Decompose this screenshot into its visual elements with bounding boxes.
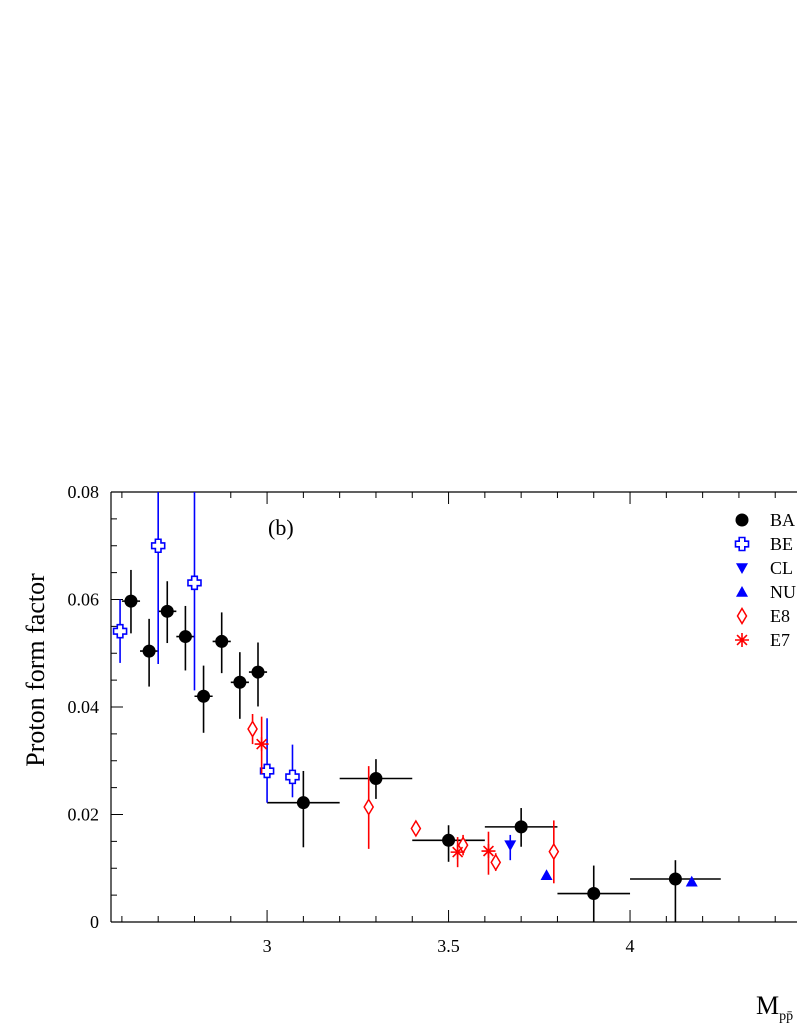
series-cl: [504, 834, 517, 861]
y-tick-label: 0.08: [68, 482, 100, 502]
y-axis-title: Proton form factor: [21, 573, 50, 767]
x-axis-title: Mpp̄: [756, 991, 793, 1024]
legend-label: BA: [770, 510, 795, 530]
data-point: [247, 720, 258, 738]
data-point: [587, 887, 601, 901]
axis-ticks: [111, 491, 776, 923]
legend-entry: BE: [734, 534, 793, 554]
data-point: [112, 623, 128, 639]
legend-marker: [735, 633, 749, 647]
data-point: [548, 842, 560, 861]
legend-label: CL: [770, 558, 793, 578]
data-point: [668, 872, 682, 886]
y-tick-label: 0.04: [68, 697, 100, 717]
panel-label: (b): [268, 515, 294, 540]
legend-marker: [736, 563, 748, 574]
series-ba: [121, 569, 721, 922]
legend: BA BE CL NU E8 E7: [734, 510, 796, 650]
data-point: [481, 844, 496, 859]
legend-label: NU: [770, 582, 796, 602]
data-point: [410, 819, 422, 838]
legend-entry: NU: [736, 582, 796, 602]
series-e7: [254, 716, 496, 875]
legend-entry: CL: [736, 558, 793, 578]
data-point: [142, 644, 156, 658]
data-point: [540, 869, 553, 881]
data-point: [150, 538, 166, 554]
data-point: [490, 853, 502, 872]
data-point: [514, 820, 528, 834]
y-tick-label: 0.06: [68, 590, 100, 610]
data-point: [504, 840, 517, 852]
series-e8: [247, 713, 560, 884]
plot-frame: [110, 491, 797, 923]
series-nu: [540, 869, 698, 887]
data-marks: [112, 492, 721, 922]
data-point: [254, 737, 269, 752]
legend-entry: E8: [736, 606, 790, 626]
legend-marker: [736, 586, 748, 597]
data-point: [285, 769, 300, 785]
axis-tick-labels: 3 3.5 4 0 0.02 0.04 0.06 0.08: [68, 482, 635, 956]
data-point: [363, 798, 375, 816]
data-point: [251, 665, 265, 679]
series-be: [112, 492, 300, 803]
data-point: [442, 833, 456, 847]
data-point: [296, 796, 310, 810]
legend-label: E7: [770, 630, 790, 650]
y-tick-label: 0: [90, 912, 99, 932]
data-point: [197, 689, 211, 703]
data-point: [160, 604, 174, 618]
legend-marker: [734, 536, 750, 552]
legend-marker: [735, 513, 749, 527]
data-point: [124, 594, 138, 608]
data-point: [259, 763, 275, 779]
data-point: [215, 634, 229, 648]
data-point: [685, 875, 698, 887]
y-tick-label: 0.02: [68, 805, 100, 825]
legend-entry: E7: [735, 630, 790, 650]
legend-label: E8: [770, 606, 790, 626]
data-point: [233, 675, 247, 689]
data-point: [187, 575, 202, 591]
data-point: [178, 630, 192, 644]
data-point: [369, 771, 383, 785]
x-tick-label: 4: [626, 936, 635, 956]
x-tick-label: 3: [263, 936, 272, 956]
data-point: [450, 845, 465, 860]
legend-marker: [736, 607, 748, 625]
x-axis-title-main: M: [756, 991, 779, 1020]
x-tick-label: 3.5: [437, 936, 460, 956]
legend-label: BE: [770, 534, 793, 554]
legend-entry: BA: [735, 510, 795, 530]
x-axis-title-sub: pp̄: [779, 1009, 793, 1024]
